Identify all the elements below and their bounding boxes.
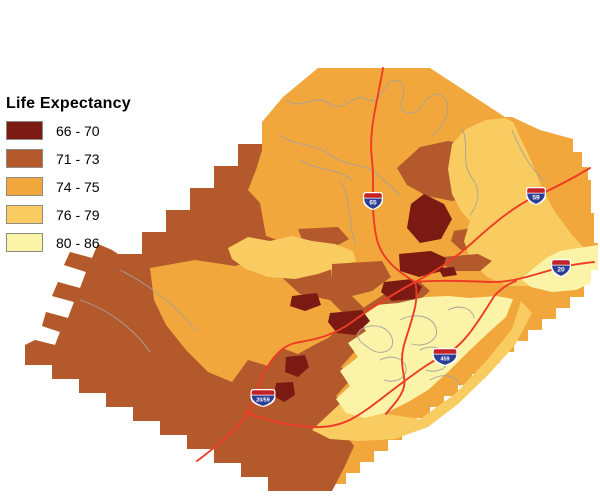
legend-label: 71 - 73 <box>56 150 100 167</box>
suburb-tract-4 <box>379 356 407 382</box>
interstate-shield-20: 20 <box>551 259 571 277</box>
shield-number: 20/59 <box>256 397 270 403</box>
shield-blue-body <box>552 265 570 276</box>
shield-red-band <box>552 260 570 265</box>
highway-i459 <box>244 280 517 428</box>
legend-swatch-3 <box>6 205 43 224</box>
shield-number: 20 <box>557 266 565 273</box>
legend-item: 74 - 75 <box>6 177 131 196</box>
tract-line-northeast <box>461 127 479 216</box>
tract-66-70-southwest-2 <box>274 382 295 402</box>
tract-66-70-west-1 <box>290 293 321 311</box>
shield-red-band <box>433 349 457 354</box>
legend-label: 66 - 70 <box>56 122 100 139</box>
river-line-north-1 <box>286 79 449 137</box>
tract-line-north-central <box>299 159 353 181</box>
legend-swatch-0 <box>6 121 43 140</box>
legend-title: Life Expectancy <box>6 95 131 112</box>
tract-line-ne-corner <box>511 129 546 183</box>
suburb-tract-5 <box>447 306 475 319</box>
suburb-tract-6 <box>429 375 461 387</box>
interstate-shield-20-59: 20/59 <box>250 389 276 407</box>
suburb-tract-1 <box>357 325 394 353</box>
legend-swatch-4 <box>6 233 43 252</box>
river-line-north-2 <box>279 134 401 197</box>
shield-red-band <box>251 390 275 395</box>
shield-blue-body <box>251 395 275 406</box>
tract-line-west-1 <box>79 299 151 353</box>
tracts-76-79-southeast-band <box>312 301 532 441</box>
shield-red-band <box>364 193 382 198</box>
tracts-76-79-northeast-wedge <box>448 118 592 286</box>
legend-label: 80 - 86 <box>56 234 100 251</box>
map-legend: Life Expectancy 66 - 70 71 - 73 74 - 75 … <box>6 95 131 261</box>
legend-item: 71 - 73 <box>6 149 131 168</box>
shield-number: 459 <box>441 356 450 362</box>
tract-66-70-east-small <box>438 267 457 277</box>
highway-i65 <box>370 67 418 415</box>
tract-71-73-west-of-downtown <box>332 261 391 297</box>
tract-66-70-north <box>407 194 452 243</box>
highway-i20-east <box>414 261 595 283</box>
shield-number: 65 <box>369 199 377 206</box>
shield-red-band <box>527 188 545 193</box>
shield-blue-body <box>527 193 545 204</box>
tracts-74-75-central-west <box>150 260 344 382</box>
legend-label: 74 - 75 <box>56 178 100 195</box>
legend-swatch-1 <box>6 149 43 168</box>
legend-item: 80 - 86 <box>6 233 131 252</box>
legend-item: 66 - 70 <box>6 121 131 140</box>
shield-blue-body <box>364 198 382 209</box>
tract-line-center-north <box>339 179 357 246</box>
tract-line-west-2 <box>119 269 196 331</box>
tract-66-70-southwest-1 <box>285 355 309 377</box>
interstate-shield-459: 459 <box>432 348 458 366</box>
interstate-shield-59: 59 <box>526 187 546 205</box>
shield-number: 59 <box>532 194 540 201</box>
interstate-shield-65: 65 <box>363 192 383 210</box>
tracts-76-79-forestdale <box>228 236 356 279</box>
legend-item: 76 - 79 <box>6 205 131 224</box>
legend-label: 76 - 79 <box>56 206 100 223</box>
legend-swatch-2 <box>6 177 43 196</box>
shield-blue-body <box>433 354 457 365</box>
